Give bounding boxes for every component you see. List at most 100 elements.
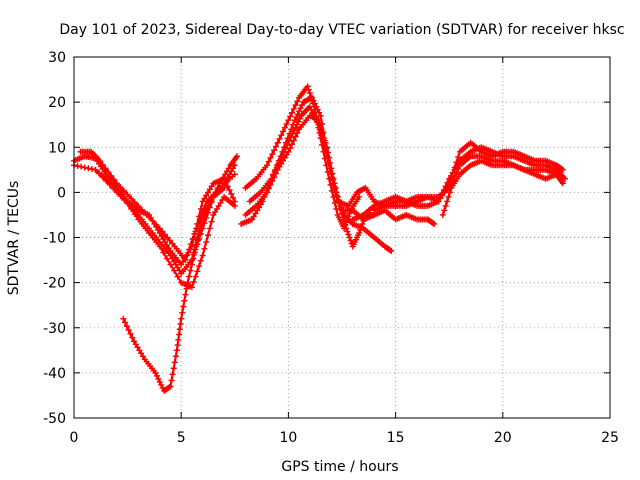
- data-point-marker: [259, 198, 266, 205]
- data-point-marker: [328, 174, 335, 181]
- data-point-marker: [340, 214, 347, 221]
- data-point-marker: [345, 231, 352, 238]
- data-point-marker: [111, 176, 118, 183]
- data-point-marker: [295, 118, 302, 125]
- data-point-marker: [167, 261, 174, 268]
- data-point-marker: [176, 267, 183, 274]
- data-point-marker: [313, 103, 320, 110]
- data-point-marker: [252, 210, 259, 217]
- data-point-marker: [306, 90, 313, 97]
- data-point-marker: [193, 225, 200, 232]
- data-point-marker: [296, 108, 303, 115]
- data-point-marker: [292, 124, 299, 131]
- data-point-marker: [167, 383, 174, 390]
- data-point-marker: [136, 347, 143, 354]
- data-point-marker: [174, 264, 181, 271]
- data-point-marker: [96, 169, 103, 176]
- data-point-marker: [186, 246, 193, 253]
- y-tick-label: 20: [48, 95, 66, 111]
- data-point-marker: [153, 372, 160, 379]
- data-point-marker: [162, 239, 169, 246]
- data-point-marker: [559, 166, 566, 173]
- data-point-marker: [263, 162, 270, 169]
- data-point-marker: [149, 217, 156, 224]
- data-point-marker: [199, 225, 206, 232]
- data-point-marker: [201, 245, 208, 252]
- data-point-marker: [257, 201, 264, 208]
- data-point-marker: [120, 315, 127, 322]
- data-point-marker: [324, 154, 331, 161]
- data-point-marker: [261, 193, 268, 200]
- data-point-marker: [128, 205, 135, 212]
- data-point-marker: [222, 177, 229, 184]
- data-point-marker: [117, 184, 124, 191]
- data-point-marker: [447, 175, 454, 182]
- data-point-marker: [387, 247, 394, 254]
- data-point-marker: [215, 202, 222, 209]
- data-point-marker: [305, 86, 312, 93]
- data-point-marker: [163, 255, 170, 262]
- data-point-marker: [92, 166, 99, 173]
- data-point-marker: [290, 105, 297, 112]
- data-point-marker: [99, 161, 106, 168]
- data-point-marker: [292, 133, 299, 140]
- data-point-marker: [125, 327, 132, 334]
- data-point-marker: [161, 231, 168, 238]
- data-point-marker: [169, 255, 176, 262]
- data-point-marker: [298, 102, 305, 109]
- data-point-marker: [178, 315, 185, 322]
- y-tick-label: -40: [43, 366, 66, 382]
- data-point-marker: [435, 198, 442, 205]
- data-point-marker: [106, 178, 113, 185]
- data-point-marker: [85, 165, 92, 172]
- data-point-marker: [358, 223, 365, 230]
- data-point-marker: [179, 309, 186, 316]
- data-point-marker: [266, 180, 273, 187]
- data-point-marker: [171, 267, 178, 274]
- data-point-marker: [178, 261, 185, 268]
- data-point-marker: [124, 191, 131, 198]
- data-point-marker: [359, 220, 366, 227]
- data-point-marker: [124, 200, 131, 207]
- data-point-marker: [356, 193, 363, 200]
- data-point-marker: [135, 216, 142, 223]
- data-point-marker: [224, 183, 231, 190]
- data-point-marker: [149, 234, 156, 241]
- data-point-marker: [110, 181, 117, 188]
- data-point-marker: [286, 130, 293, 137]
- data-point-marker: [99, 172, 106, 179]
- data-point-marker: [205, 232, 211, 239]
- data-point-marker: [256, 204, 263, 211]
- data-point-marker: [314, 106, 321, 113]
- data-point-marker: [199, 252, 206, 259]
- data-point-marker: [327, 168, 334, 175]
- data-point-marker: [278, 160, 285, 167]
- data-point-marker: [265, 184, 272, 191]
- data-point-marker: [169, 371, 176, 378]
- data-point-marker: [271, 147, 278, 154]
- data-point-marker: [108, 172, 115, 179]
- data-point-marker: [442, 186, 449, 193]
- data-point-marker: [156, 243, 163, 250]
- data-point-marker: [444, 198, 451, 205]
- data-point-marker: [187, 241, 194, 248]
- data-point-marker: [263, 189, 270, 196]
- y-tick-label: 30: [48, 50, 66, 66]
- data-point-marker: [221, 180, 228, 187]
- series-trace-6: [178, 162, 238, 277]
- data-point-marker: [175, 336, 182, 343]
- data-point-marker: [284, 135, 291, 142]
- data-point-marker: [190, 278, 197, 285]
- series-trace-14: [371, 139, 566, 214]
- data-point-marker: [155, 375, 162, 382]
- data-point-marker: [356, 229, 363, 236]
- data-point-marker: [182, 291, 189, 298]
- data-point-marker: [343, 225, 350, 232]
- data-point-marker: [219, 196, 226, 203]
- data-point-marker: [139, 353, 146, 360]
- y-tick-label: -50: [43, 411, 66, 427]
- x-tick-label: 25: [601, 430, 619, 446]
- data-point-marker: [171, 359, 178, 366]
- data-point-marker: [166, 384, 173, 391]
- data-point-marker: [268, 175, 275, 182]
